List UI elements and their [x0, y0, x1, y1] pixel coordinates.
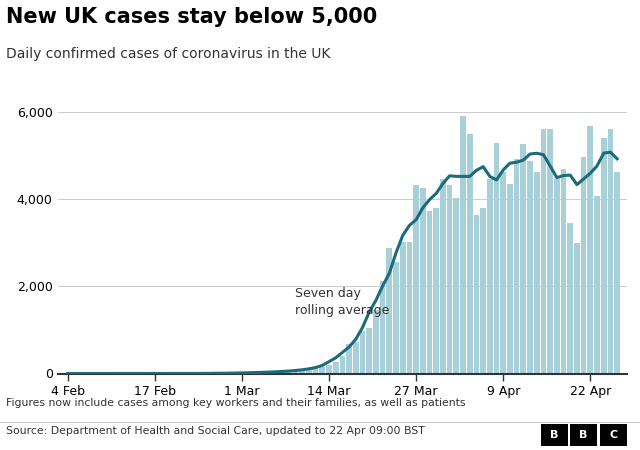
Bar — [607, 129, 613, 373]
Bar — [406, 242, 412, 374]
Bar — [534, 172, 540, 374]
Text: B: B — [579, 430, 588, 440]
Bar — [266, 372, 271, 374]
Bar — [541, 129, 547, 374]
Bar — [614, 172, 620, 374]
Bar — [520, 144, 526, 374]
Bar — [326, 364, 332, 373]
Text: Figures now include cases among key workers and their families, as well as patie: Figures now include cases among key work… — [6, 398, 466, 408]
Bar — [487, 179, 493, 374]
Bar — [454, 198, 459, 374]
Bar — [507, 184, 513, 374]
Bar — [427, 211, 433, 374]
Bar — [319, 367, 325, 374]
Bar — [400, 242, 406, 374]
Bar — [480, 207, 486, 374]
Bar — [313, 369, 319, 373]
Bar — [346, 344, 352, 374]
Bar — [373, 310, 379, 373]
Bar — [366, 328, 372, 374]
Bar — [514, 159, 520, 374]
Bar — [300, 370, 305, 373]
Bar — [460, 116, 466, 374]
Bar — [467, 134, 472, 374]
Bar — [279, 372, 285, 374]
Bar — [333, 362, 339, 373]
Bar — [554, 179, 560, 374]
Bar — [387, 248, 392, 374]
Bar — [527, 161, 533, 374]
Bar — [588, 126, 593, 374]
Text: C: C — [609, 430, 617, 440]
Text: New UK cases stay below 5,000: New UK cases stay below 5,000 — [6, 7, 378, 27]
Bar — [360, 331, 365, 374]
Text: Source: Department of Health and Social Care, updated to 22 Apr 09:00 BST: Source: Department of Health and Social … — [6, 426, 425, 436]
Bar — [601, 139, 607, 374]
Bar — [340, 356, 345, 373]
Bar — [580, 158, 586, 374]
Bar — [474, 215, 479, 374]
Bar — [292, 371, 298, 373]
Bar — [500, 172, 506, 374]
Bar — [547, 129, 553, 373]
Bar — [574, 243, 580, 374]
Text: Seven day
rolling average: Seven day rolling average — [296, 287, 390, 317]
Bar — [393, 262, 399, 374]
Bar — [420, 188, 426, 374]
Bar — [493, 143, 499, 374]
Bar — [561, 169, 566, 374]
Bar — [286, 371, 292, 374]
Bar — [594, 196, 600, 374]
Bar — [353, 342, 358, 373]
Bar — [380, 281, 385, 374]
Bar — [413, 185, 419, 374]
Bar — [447, 185, 452, 374]
Bar — [440, 179, 446, 374]
Bar — [433, 207, 439, 374]
Text: Daily confirmed cases of coronavirus in the UK: Daily confirmed cases of coronavirus in … — [6, 47, 331, 61]
Bar — [568, 223, 573, 374]
Bar — [306, 369, 312, 374]
Text: B: B — [550, 430, 559, 440]
Bar — [273, 372, 278, 374]
